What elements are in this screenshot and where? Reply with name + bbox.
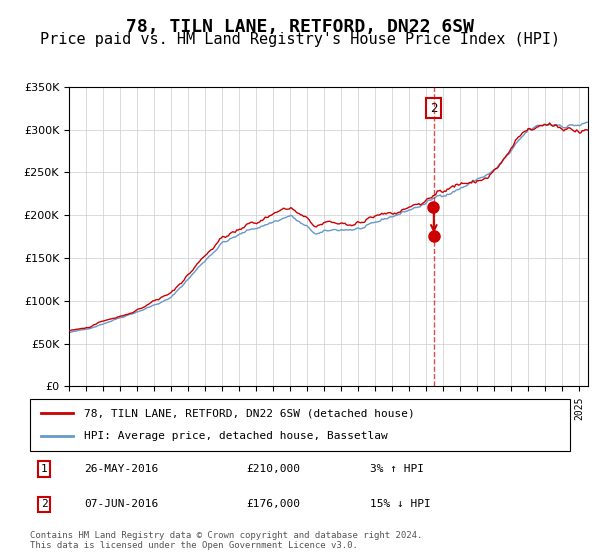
Text: 78, TILN LANE, RETFORD, DN22 6SW (detached house): 78, TILN LANE, RETFORD, DN22 6SW (detach… [84,408,415,418]
Text: 1: 1 [41,464,47,474]
Text: 07-JUN-2016: 07-JUN-2016 [84,500,158,510]
Text: 26-MAY-2016: 26-MAY-2016 [84,464,158,474]
Text: 2: 2 [430,102,437,115]
Text: Contains HM Land Registry data © Crown copyright and database right 2024.
This d: Contains HM Land Registry data © Crown c… [30,531,422,550]
Text: £210,000: £210,000 [246,464,300,474]
Text: 15% ↓ HPI: 15% ↓ HPI [370,500,431,510]
Text: 2: 2 [41,500,47,510]
Text: £176,000: £176,000 [246,500,300,510]
Text: Price paid vs. HM Land Registry's House Price Index (HPI): Price paid vs. HM Land Registry's House … [40,32,560,48]
Text: 3% ↑ HPI: 3% ↑ HPI [370,464,424,474]
Text: 78, TILN LANE, RETFORD, DN22 6SW: 78, TILN LANE, RETFORD, DN22 6SW [126,18,474,36]
FancyBboxPatch shape [30,399,570,451]
Text: HPI: Average price, detached house, Bassetlaw: HPI: Average price, detached house, Bass… [84,431,388,441]
